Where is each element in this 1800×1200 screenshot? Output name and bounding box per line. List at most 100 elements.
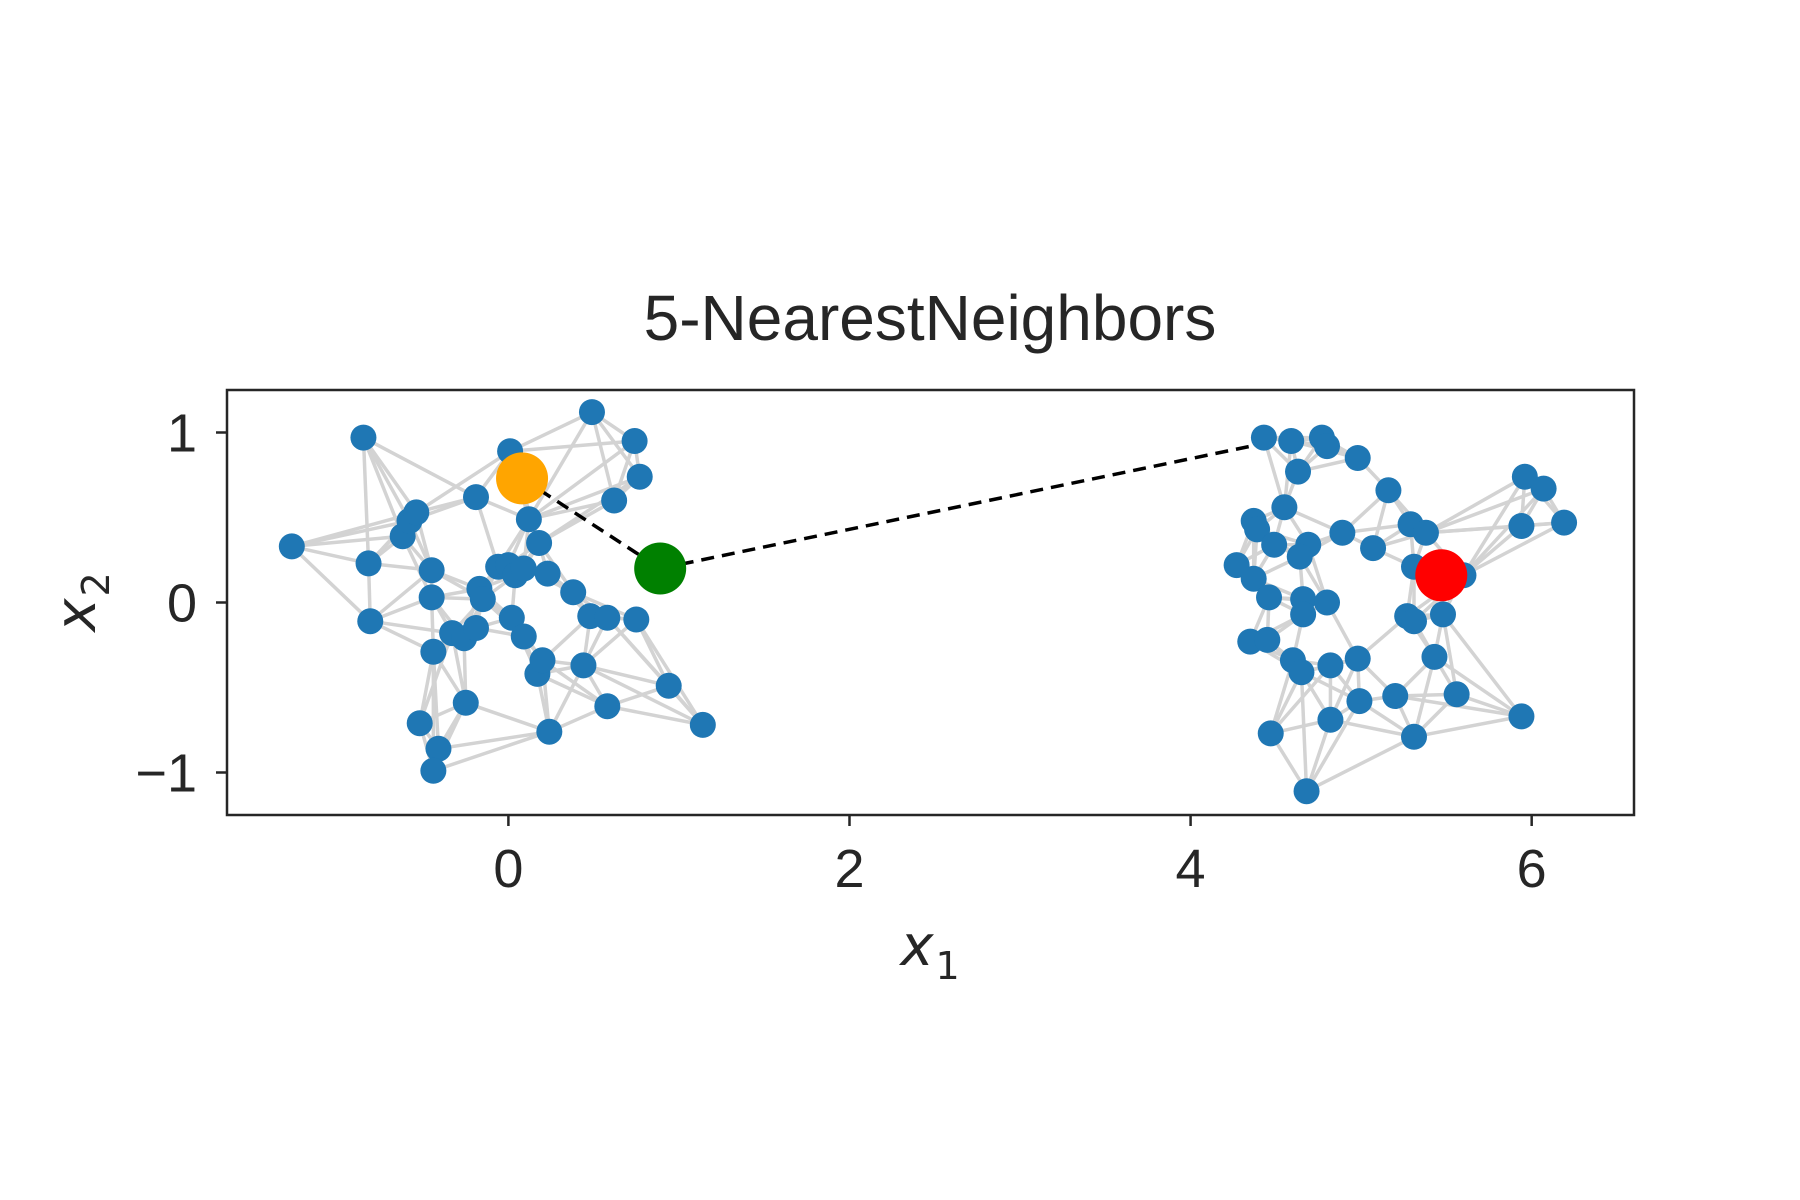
data-point bbox=[498, 604, 525, 631]
data-point bbox=[689, 711, 716, 738]
y-axis-label-main: x bbox=[44, 598, 109, 634]
data-point bbox=[1314, 589, 1341, 616]
data-point bbox=[462, 484, 489, 511]
knn-edge bbox=[1425, 524, 1522, 535]
path-segment bbox=[659, 439, 1277, 571]
knn-edge bbox=[1330, 718, 1415, 739]
data-point bbox=[1261, 531, 1288, 558]
data-point bbox=[278, 533, 305, 560]
knn-edge bbox=[541, 658, 609, 708]
x-axis-label: x1 bbox=[898, 914, 959, 988]
data-point bbox=[469, 586, 496, 613]
knn-edge bbox=[634, 618, 705, 726]
data-point bbox=[1254, 626, 1281, 653]
knn-edge bbox=[361, 436, 412, 522]
data-point bbox=[1382, 683, 1409, 709]
knn-edge bbox=[415, 449, 512, 514]
data-point bbox=[594, 604, 621, 631]
knn-edge bbox=[1462, 521, 1565, 577]
data-point bbox=[1508, 703, 1535, 730]
knn-edge bbox=[590, 411, 642, 478]
data-point bbox=[1244, 516, 1271, 543]
knn-edge bbox=[370, 619, 453, 635]
knn-edge bbox=[590, 411, 616, 501]
data-point bbox=[655, 672, 682, 699]
y-axis-label: x2 bbox=[44, 572, 118, 633]
middle-point bbox=[634, 542, 687, 595]
knn-edge bbox=[538, 475, 641, 545]
x-tick-label: 4 bbox=[1176, 839, 1206, 899]
data-point bbox=[1240, 565, 1267, 592]
knn-edge bbox=[1305, 700, 1361, 793]
knn-edge bbox=[432, 730, 550, 773]
data-point bbox=[1256, 584, 1283, 611]
knn-edge bbox=[438, 729, 550, 751]
data-point bbox=[1286, 543, 1313, 570]
knn-edge bbox=[465, 701, 550, 734]
data-point bbox=[452, 689, 479, 716]
knn-edge bbox=[291, 544, 369, 566]
knn-edge bbox=[1269, 664, 1332, 735]
data-point bbox=[515, 506, 542, 533]
data-point bbox=[1314, 433, 1341, 460]
data-point bbox=[403, 499, 430, 526]
data-point bbox=[529, 647, 556, 674]
knn-edge bbox=[582, 663, 704, 727]
data-point bbox=[1317, 652, 1344, 679]
knn-edge bbox=[1433, 655, 1523, 718]
data-point bbox=[1317, 706, 1344, 733]
data-point bbox=[510, 555, 537, 582]
data-point bbox=[594, 693, 621, 720]
y-axis-ticks: −1 0 1 bbox=[135, 404, 227, 804]
data-point bbox=[355, 550, 382, 577]
data-point bbox=[1530, 475, 1557, 502]
data-point bbox=[534, 560, 561, 587]
knn-edge bbox=[528, 475, 641, 521]
data-point bbox=[406, 710, 433, 737]
knn-edge bbox=[1299, 672, 1309, 792]
data-point bbox=[526, 530, 553, 556]
knn-edge bbox=[290, 545, 372, 623]
knn-edge bbox=[291, 534, 403, 549]
data-point bbox=[1551, 509, 1578, 536]
end-point bbox=[1415, 549, 1468, 602]
data-point bbox=[510, 623, 537, 650]
data-point bbox=[1443, 681, 1470, 708]
knn-edge bbox=[606, 704, 704, 727]
data-point bbox=[1421, 643, 1448, 670]
data-point bbox=[418, 584, 445, 611]
data-point bbox=[1400, 608, 1427, 635]
knn-edge bbox=[1425, 486, 1545, 535]
data-point bbox=[357, 608, 384, 635]
x-axis-ticks: 0 2 4 6 bbox=[493, 815, 1547, 899]
data-point bbox=[578, 399, 605, 426]
x-tick-label: 6 bbox=[1517, 839, 1547, 899]
data-point bbox=[560, 579, 587, 606]
shortest-path bbox=[521, 439, 1277, 571]
data-point bbox=[420, 638, 447, 665]
data-point bbox=[623, 606, 650, 633]
data-point bbox=[1290, 601, 1317, 628]
data-point bbox=[1250, 424, 1277, 451]
data-point bbox=[462, 615, 489, 641]
path-segment bbox=[521, 476, 662, 570]
data-point bbox=[1346, 688, 1373, 715]
data-point bbox=[1329, 519, 1356, 546]
knn-edge bbox=[1305, 735, 1415, 793]
knn-edge bbox=[583, 663, 670, 688]
data-point bbox=[601, 487, 628, 514]
data-point bbox=[1257, 720, 1284, 747]
x-tick-label: 0 bbox=[493, 839, 523, 899]
knn-edge bbox=[1441, 614, 1459, 695]
data-point bbox=[1375, 477, 1402, 504]
y-axis-label-subscript: 2 bbox=[74, 572, 118, 596]
x-axis-label-subscript: 1 bbox=[935, 944, 959, 988]
data-point bbox=[418, 557, 445, 584]
knn-edge bbox=[1462, 487, 1545, 577]
knn-edge bbox=[1461, 475, 1527, 577]
knn-edge bbox=[1425, 475, 1526, 535]
data-point bbox=[425, 735, 452, 762]
knn-edge bbox=[291, 510, 417, 549]
data-point bbox=[1400, 723, 1427, 750]
